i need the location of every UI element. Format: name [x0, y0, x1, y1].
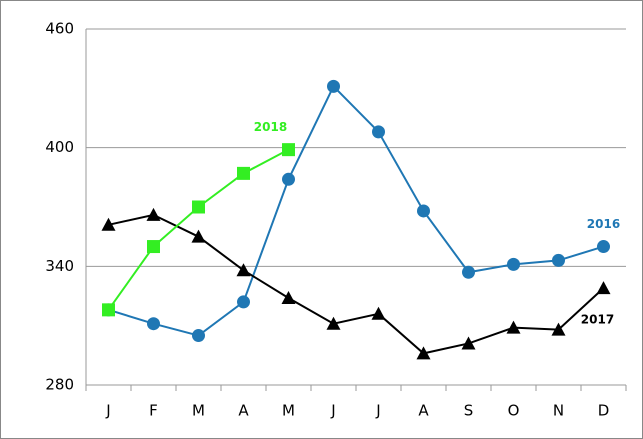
series-label: 2016	[587, 217, 620, 231]
marker	[146, 207, 161, 221]
marker	[372, 125, 385, 139]
marker	[282, 172, 295, 186]
marker	[462, 265, 475, 279]
x-tick-label: J	[330, 402, 335, 420]
marker	[551, 322, 566, 336]
marker	[506, 320, 521, 334]
marker	[326, 316, 341, 330]
x-tick-label: M	[192, 402, 205, 420]
x-tick-label: J	[105, 402, 110, 420]
x-tick-label: N	[553, 402, 564, 420]
marker	[102, 303, 115, 317]
marker	[237, 166, 250, 180]
series-line	[108, 213, 605, 355]
x-tick-label: F	[149, 402, 158, 420]
y-tick-label: 400	[45, 138, 74, 156]
marker	[236, 263, 251, 277]
series-label: 2017	[581, 313, 614, 327]
marker	[507, 257, 520, 271]
marker	[101, 217, 116, 231]
x-tick-label: S	[464, 402, 474, 420]
marker	[191, 229, 206, 243]
y-tick-label: 340	[45, 257, 74, 275]
marker	[416, 346, 431, 360]
marker	[371, 306, 386, 320]
marker	[192, 200, 205, 214]
y-tick-label: 460	[45, 20, 74, 38]
marker	[147, 240, 160, 254]
marker	[552, 253, 565, 267]
marker	[282, 143, 295, 157]
x-tick-label: M	[282, 402, 295, 420]
series-line	[108, 84, 604, 337]
y-tick-label: 280	[45, 376, 74, 394]
series-label: 2018	[254, 120, 287, 134]
marker	[237, 295, 250, 309]
x-tick-label: A	[238, 402, 249, 420]
marker	[597, 240, 610, 254]
marker	[281, 290, 296, 304]
marker	[596, 281, 611, 295]
x-tick-label: J	[375, 402, 380, 420]
marker	[417, 204, 430, 218]
marker	[192, 329, 205, 343]
marker	[147, 317, 160, 331]
x-tick-label: O	[508, 402, 520, 420]
marker	[327, 79, 340, 93]
x-tick-label: D	[598, 402, 610, 420]
x-tick-label: A	[418, 402, 429, 420]
marker	[461, 336, 476, 350]
